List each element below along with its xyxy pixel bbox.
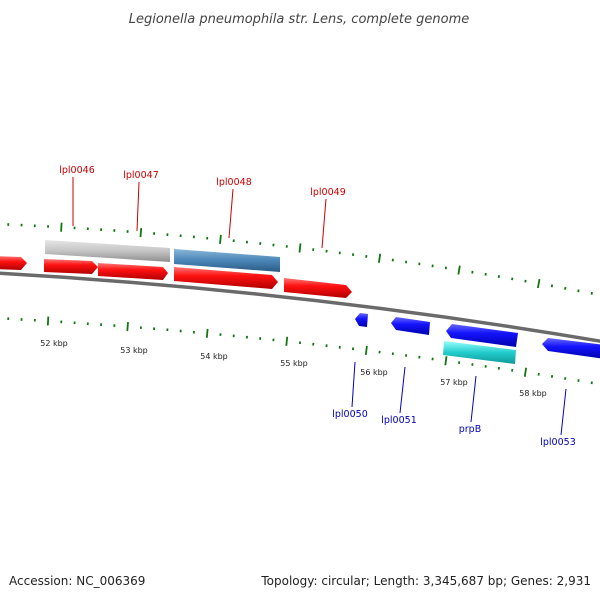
scale-tick-major [219, 234, 222, 244]
tick-label: 53 kbp [120, 346, 148, 355]
scale-tick-major [298, 243, 302, 253]
scale-inner [7, 316, 593, 385]
gene-arrow-lpl0047 [98, 263, 168, 280]
label-leader [228, 188, 234, 239]
scale-tick-major [60, 222, 63, 232]
label-leader [399, 366, 406, 414]
scale-tick-major [537, 278, 541, 289]
gene-label-lpl0050: lpl0050 [332, 409, 368, 420]
gene-arrow-lpl0049 [284, 278, 352, 298]
map-title: Legionella pneumophila str. Lens, comple… [129, 12, 470, 27]
scale-tick-dot [590, 381, 593, 385]
tick-label: 57 kbp [440, 378, 468, 387]
label-leader [351, 361, 356, 408]
scale-tick-dot [524, 279, 527, 283]
tick-label: 56 kbp [360, 368, 388, 377]
scale-tick-dot [590, 291, 593, 295]
label-leader [136, 181, 140, 232]
scale-tick-major [457, 265, 461, 275]
gene-label-lpl0053: lpl0053 [540, 437, 576, 448]
scale-tick-dot [577, 289, 580, 293]
scale-tick-major [285, 336, 289, 346]
tick-label: 52 kbp [40, 339, 68, 348]
scale-tick-dot [550, 284, 554, 288]
gene-arrow-lpl0048 [174, 249, 280, 272]
scale-tick-major [205, 328, 209, 338]
label-leader [560, 388, 567, 436]
label-leader [470, 375, 477, 423]
gene-label-lpl0049: lpl0049 [310, 187, 346, 198]
scale-tick-major [364, 345, 368, 356]
scale-tick-major [46, 316, 50, 326]
gene-label-lpl0051: lpl0051 [381, 415, 417, 426]
scale-tick-dot [484, 272, 487, 276]
gene-label-prpB: prpB [459, 424, 481, 435]
gene-arrow-reverse [446, 324, 518, 347]
gene-arrow-forward [0, 256, 27, 270]
scale-outer [7, 222, 593, 295]
gene-arrow-forward [44, 259, 98, 274]
gene-arrow-forward [174, 267, 278, 289]
gene-label-lpl0046: lpl0046 [59, 165, 95, 176]
genome-summary-text: Topology: circular; Length: 3,345,687 bp… [260, 574, 591, 588]
gene-arrow-lpl0050 [355, 313, 368, 327]
scale-tick-major [444, 356, 448, 366]
label-leader [321, 198, 327, 249]
gene-label-lpl0048: lpl0048 [216, 177, 252, 188]
gene-arrow-lpl0051 [391, 317, 430, 335]
scale-tick-dot [564, 286, 567, 290]
gene-arrow-lpl0046 [45, 240, 170, 262]
gene-arrow-lpl0053 [542, 338, 600, 359]
scale-tick-major [126, 322, 129, 332]
gene-label-lpl0047: lpl0047 [123, 170, 159, 181]
tick-label: 54 kbp [200, 352, 228, 361]
accession-text: Accession: NC_006369 [9, 574, 145, 588]
scale-tick-major [139, 227, 143, 238]
tick-label: 55 kbp [280, 359, 308, 368]
scale-tick-major [523, 367, 527, 377]
gene-arrow-prpB [443, 341, 516, 364]
tick-label: 58 kbp [519, 389, 547, 398]
backbone [0, 271, 600, 343]
scale-tick-major [378, 253, 382, 263]
